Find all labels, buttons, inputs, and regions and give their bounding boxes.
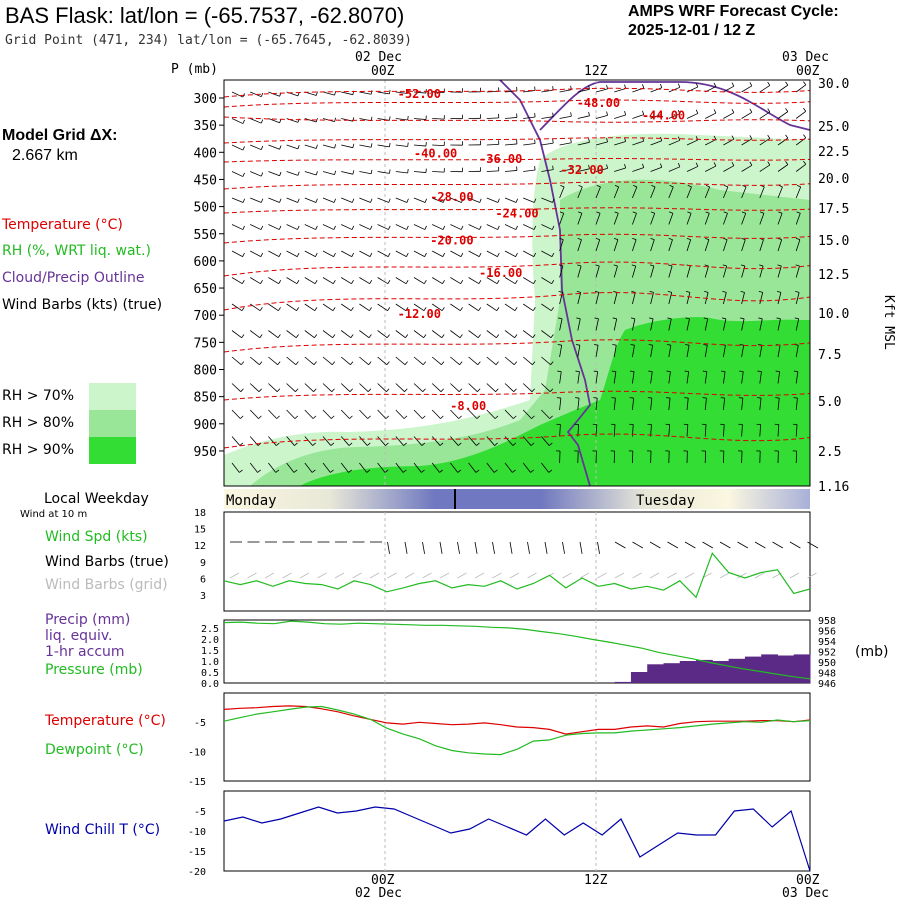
y-tick-label: 1.0 (201, 657, 219, 668)
y-tick-label: -20 (188, 867, 206, 878)
precip-bar (664, 663, 681, 683)
isotherm-label: -12.00 (398, 307, 441, 321)
wind-barb-flag (758, 371, 762, 372)
pressure-tick-label: 450 (194, 173, 217, 188)
height-tick-label: 7.5 (818, 348, 841, 363)
pressure-tick-label: 500 (194, 201, 217, 216)
y-tick-label: 0.0 (201, 679, 219, 690)
y-tick-label: 18 (194, 508, 206, 519)
isotherm-label: -32.00 (560, 163, 603, 177)
pressure-tick-label: 900 (194, 418, 217, 433)
wind-barb-flag (721, 371, 725, 372)
wind-barb-flag (630, 371, 634, 372)
wind-barb-flag (557, 371, 561, 372)
y-tick-label: 2.0 (201, 635, 219, 646)
y-tick-label: 2.5 (201, 624, 219, 635)
height-tick-label: 2.5 (818, 445, 841, 460)
precip-bar (647, 664, 664, 683)
height-tick-label: 30.0 (818, 77, 849, 92)
pressure-tick-label: 750 (194, 336, 217, 351)
weekday-day2: Tuesday (636, 493, 695, 509)
kft-msl-label: Kft MSL (881, 295, 896, 350)
pressure-tick-label: 300 (194, 92, 217, 107)
isotherm-label: -36.00 (479, 152, 522, 166)
pressure-tick-label: 400 (194, 146, 217, 161)
wind-barb-flag (739, 371, 743, 372)
pressure-tick-label: 550 (194, 228, 217, 243)
pressure-tick-label: 350 (194, 119, 217, 134)
y-tick-label: -10 (188, 827, 206, 838)
y-tick-label: 956 (818, 627, 836, 638)
isotherm-label: -24.00 (495, 206, 538, 220)
y-tick-label: 950 (818, 658, 836, 669)
isotherm-label: -52.00 (398, 87, 441, 101)
isotherm-label: -44.00 (642, 109, 685, 123)
precip-bar (615, 682, 632, 683)
pressure-tick-label: 600 (194, 255, 217, 270)
height-tick-label: 12.5 (818, 268, 849, 283)
height-tick-label: 20.0 (818, 172, 849, 187)
weekday-day1: Monday (226, 493, 277, 509)
y-tick-label: 952 (818, 648, 836, 659)
precip-bar (729, 659, 746, 683)
height-tick-label: 10.0 (818, 307, 849, 322)
y-tick-label: 948 (818, 669, 836, 680)
precip-bar (631, 672, 648, 683)
height-tick-label: 25.0 (818, 120, 849, 135)
y-tick-label: -15 (188, 847, 206, 858)
wind-panel-frame (224, 512, 810, 611)
wind-barb-flag (794, 371, 798, 372)
pressure-tick-label: 700 (194, 309, 217, 324)
y-tick-label: -15 (188, 777, 206, 788)
wind-barb-flag (776, 371, 780, 372)
pressure-tick-label: 800 (194, 364, 217, 379)
wind-barb-flag (667, 371, 671, 372)
wind-barb-flag (703, 371, 707, 372)
y-tick-label: 12 (194, 541, 206, 552)
y-tick-label: 3 (200, 591, 206, 602)
y-tick-label: 954 (818, 637, 836, 648)
isotherm-label: -20.00 (430, 234, 473, 248)
wind-barb-flag (612, 371, 616, 372)
y-tick-label: 946 (818, 679, 836, 690)
temp-panel-frame (224, 693, 810, 781)
y-tick-label: 15 (194, 525, 206, 536)
pressure-tick-label: 950 (194, 445, 217, 460)
y-tick-label: -10 (188, 748, 206, 759)
y-tick-label: 0.5 (201, 668, 219, 679)
wind-barb-flag (576, 371, 580, 372)
isotherm-label: -28.00 (430, 190, 473, 204)
isotherm-label: -16.00 (479, 266, 522, 280)
y-tick-label: 6 (200, 574, 206, 585)
y-tick-label: -5 (194, 807, 206, 818)
precip-bar (761, 654, 778, 683)
isotherm-label: -40.00 (414, 147, 457, 161)
y-tick-label: -5 (194, 718, 206, 729)
weekday-bar (224, 489, 810, 509)
height-tick-label: 22.5 (818, 145, 849, 160)
isotherm-label: -48.00 (577, 96, 620, 110)
precip-bar (777, 656, 794, 684)
precip-bar (696, 660, 713, 683)
wind-barb-flag (594, 371, 598, 372)
precip-bar (680, 661, 697, 683)
pressure-tick-label: 650 (194, 282, 217, 297)
y-tick-label: 9 (200, 558, 206, 569)
height-tick-label: 15.0 (818, 234, 849, 249)
wind-barb-flag (685, 371, 689, 372)
height-tick-label: 1.16 (818, 480, 849, 495)
height-tick-label: 5.0 (818, 395, 841, 410)
isotherm-label: -8.00 (450, 399, 486, 413)
y-tick-label: 958 (818, 616, 836, 627)
height-tick-label: 17.5 (818, 202, 849, 217)
pressure-tick-label: 850 (194, 391, 217, 406)
y-tick-label: 1.5 (201, 646, 219, 657)
wind-barb-flag (648, 371, 652, 372)
